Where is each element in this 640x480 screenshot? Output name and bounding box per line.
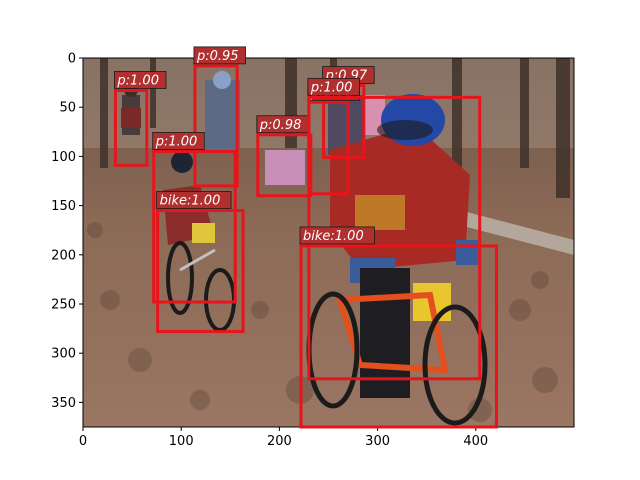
- detection-box: [299, 244, 498, 429]
- detection-box: [152, 149, 237, 304]
- y-axis: 0 50 100 150 200 250 300 350: [51, 52, 83, 411]
- detection-label: bike:1.00: [303, 229, 364, 244]
- detection-label-bg: [299, 226, 375, 245]
- detection-label: p:0.98: [259, 118, 302, 133]
- detection: p:1.00: [152, 132, 237, 304]
- x-tick-label: 300: [365, 434, 390, 449]
- leaf-texture: [87, 222, 558, 422]
- detection-box: [156, 209, 245, 334]
- detection-boxes: p:0.95p:1.00p:0.97p:1.00p:0.98p:1.00p:1.…: [113, 46, 498, 429]
- x-tick-label: 400: [463, 434, 488, 449]
- detection-label-bg: [152, 132, 205, 150]
- detection-label-bg: [156, 191, 232, 209]
- detection-label-bg: [193, 46, 246, 65]
- detection-box: [113, 88, 149, 167]
- y-tick-label: 200: [51, 248, 76, 263]
- detection-label: p:1.00: [116, 73, 159, 88]
- y-tick-label: 150: [51, 199, 76, 214]
- detection: p:1.00: [113, 71, 167, 167]
- detection-label: p:0.95: [196, 49, 239, 64]
- detection: p:0.95: [193, 46, 246, 188]
- detection-box: [193, 64, 239, 188]
- y-tick-label: 50: [59, 101, 76, 116]
- detection-box: [256, 133, 313, 198]
- y-tick-label: 250: [51, 298, 76, 313]
- detection-label-bg: [307, 77, 360, 96]
- y-tick-label: 0: [68, 52, 76, 67]
- x-tick-label: 0: [79, 434, 87, 449]
- x-tick-label: 200: [267, 434, 292, 449]
- detection: p:0.98: [256, 115, 313, 198]
- fallen-log: [440, 205, 574, 255]
- detection: bike:1.00: [156, 191, 245, 334]
- person-group-background: [205, 71, 385, 185]
- x-axis: 0 100 200 300 400: [79, 427, 488, 449]
- detection-label: p:1.00: [155, 134, 198, 149]
- y-tick-label: 350: [51, 396, 76, 411]
- detection: bike:1.00: [299, 226, 498, 429]
- x-tick-label: 100: [169, 434, 194, 449]
- detection-label: bike:1.00: [160, 194, 221, 209]
- y-tick-label: 100: [51, 150, 76, 165]
- detection-label: p:1.00: [310, 80, 353, 95]
- detection-label-bg: [114, 71, 167, 89]
- y-tick-label: 300: [51, 347, 76, 362]
